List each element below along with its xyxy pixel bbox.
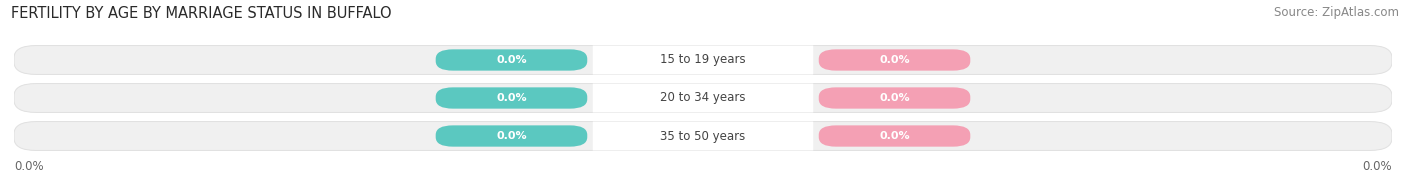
FancyBboxPatch shape — [593, 122, 813, 151]
Text: Source: ZipAtlas.com: Source: ZipAtlas.com — [1274, 6, 1399, 19]
FancyBboxPatch shape — [593, 83, 813, 113]
FancyBboxPatch shape — [593, 45, 813, 74]
FancyBboxPatch shape — [436, 49, 588, 71]
FancyBboxPatch shape — [818, 87, 970, 109]
Text: 20 to 34 years: 20 to 34 years — [661, 92, 745, 104]
Text: 0.0%: 0.0% — [496, 55, 527, 65]
Text: 0.0%: 0.0% — [14, 160, 44, 173]
Text: 0.0%: 0.0% — [496, 93, 527, 103]
Text: 0.0%: 0.0% — [1362, 160, 1392, 173]
FancyBboxPatch shape — [14, 122, 1392, 151]
Text: 0.0%: 0.0% — [879, 93, 910, 103]
FancyBboxPatch shape — [818, 125, 970, 147]
Text: FERTILITY BY AGE BY MARRIAGE STATUS IN BUFFALO: FERTILITY BY AGE BY MARRIAGE STATUS IN B… — [11, 6, 392, 21]
Text: 0.0%: 0.0% — [879, 55, 910, 65]
Text: 15 to 19 years: 15 to 19 years — [661, 54, 745, 66]
Text: 35 to 50 years: 35 to 50 years — [661, 130, 745, 142]
Text: 0.0%: 0.0% — [496, 131, 527, 141]
FancyBboxPatch shape — [436, 87, 588, 109]
FancyBboxPatch shape — [436, 125, 588, 147]
FancyBboxPatch shape — [14, 45, 1392, 74]
Text: 0.0%: 0.0% — [879, 131, 910, 141]
FancyBboxPatch shape — [14, 83, 1392, 113]
FancyBboxPatch shape — [818, 49, 970, 71]
